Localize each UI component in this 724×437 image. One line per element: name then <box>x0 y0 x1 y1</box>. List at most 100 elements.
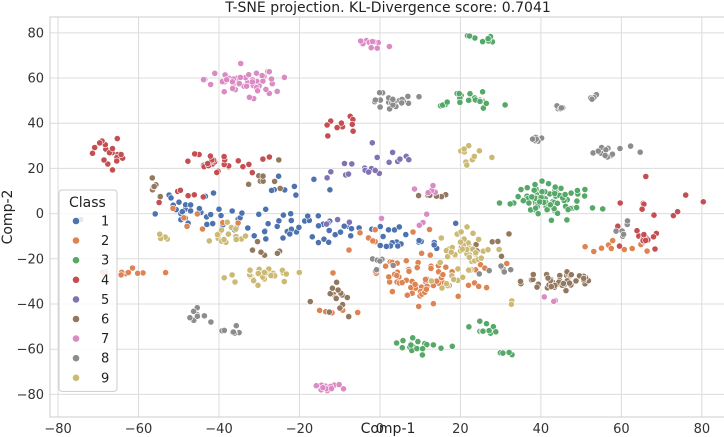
data-point <box>231 278 239 286</box>
data-point <box>532 204 540 212</box>
legend-label: 4 <box>101 273 109 288</box>
data-point <box>273 88 281 95</box>
data-point <box>271 177 278 185</box>
data-point <box>113 135 121 142</box>
data-point <box>563 216 571 224</box>
data-point <box>190 191 198 199</box>
data-point <box>109 145 116 152</box>
data-point <box>465 323 473 331</box>
data-point <box>538 188 546 196</box>
data-point <box>540 293 548 301</box>
data-point <box>340 222 348 230</box>
legend-marker <box>72 217 80 225</box>
data-point <box>273 222 281 230</box>
data-point <box>557 184 565 192</box>
data-point <box>129 264 136 272</box>
data-point <box>378 214 385 222</box>
data-point <box>389 95 397 103</box>
data-point <box>393 339 400 347</box>
data-point <box>279 211 287 219</box>
data-point <box>245 160 253 168</box>
data-point <box>424 189 432 197</box>
data-point <box>253 69 260 77</box>
data-point <box>184 192 192 200</box>
data-point <box>588 95 596 103</box>
data-point <box>345 218 353 226</box>
data-point <box>162 269 169 276</box>
data-point <box>304 212 312 220</box>
data-point <box>334 286 342 294</box>
data-point <box>426 251 434 259</box>
data-point <box>148 174 156 182</box>
data-point <box>259 172 267 180</box>
data-point <box>332 295 340 302</box>
series-class-6 <box>148 156 592 320</box>
data-point <box>573 204 580 211</box>
data-point <box>295 269 303 276</box>
data-point <box>415 93 423 101</box>
data-point <box>348 120 356 128</box>
data-point <box>530 186 538 194</box>
data-point <box>465 142 473 150</box>
data-point <box>193 210 201 218</box>
data-point <box>376 89 383 97</box>
data-point <box>682 191 690 199</box>
data-point <box>536 198 544 206</box>
data-point <box>207 318 215 326</box>
data-point <box>460 145 468 153</box>
data-point <box>336 304 344 312</box>
data-point <box>670 212 677 219</box>
data-point <box>275 172 282 180</box>
data-point <box>250 232 258 240</box>
data-point <box>414 338 422 345</box>
data-point <box>699 198 707 206</box>
data-point <box>314 212 322 220</box>
data-point <box>388 288 396 295</box>
legend-marker <box>72 315 80 323</box>
data-point <box>531 181 539 188</box>
data-point <box>650 233 657 241</box>
data-point <box>228 271 236 279</box>
data-point <box>214 231 221 239</box>
data-point <box>581 243 589 251</box>
data-point <box>323 174 331 182</box>
data-point <box>124 269 132 276</box>
data-point <box>514 193 522 200</box>
data-point <box>594 147 602 155</box>
data-point <box>463 223 471 231</box>
data-point <box>475 147 483 155</box>
data-point <box>501 101 509 109</box>
y-tick-label: −40 <box>17 298 44 313</box>
data-point <box>405 267 413 275</box>
data-point <box>245 180 252 188</box>
data-point <box>485 267 493 274</box>
data-point <box>178 208 186 216</box>
legend-label: 3 <box>101 254 109 269</box>
data-point <box>609 237 617 244</box>
data-point <box>187 207 194 215</box>
data-point <box>354 309 362 316</box>
data-point <box>452 219 460 227</box>
data-point <box>91 144 99 151</box>
data-point <box>402 257 410 265</box>
data-point <box>479 327 487 335</box>
data-point <box>415 302 423 310</box>
data-point <box>369 237 377 245</box>
data-point <box>265 68 273 76</box>
data-point <box>248 78 256 86</box>
x-axis-title: Comp-1 <box>361 421 416 437</box>
data-point <box>389 101 397 109</box>
data-point <box>602 146 610 154</box>
data-point <box>371 226 379 234</box>
data-point <box>169 204 177 212</box>
data-point <box>589 204 596 212</box>
data-point <box>100 156 108 164</box>
data-point <box>475 282 483 290</box>
data-point <box>472 249 480 257</box>
data-point <box>616 242 623 250</box>
data-point <box>319 384 327 392</box>
data-point <box>628 245 636 252</box>
data-point <box>492 328 500 336</box>
data-point <box>564 206 572 213</box>
